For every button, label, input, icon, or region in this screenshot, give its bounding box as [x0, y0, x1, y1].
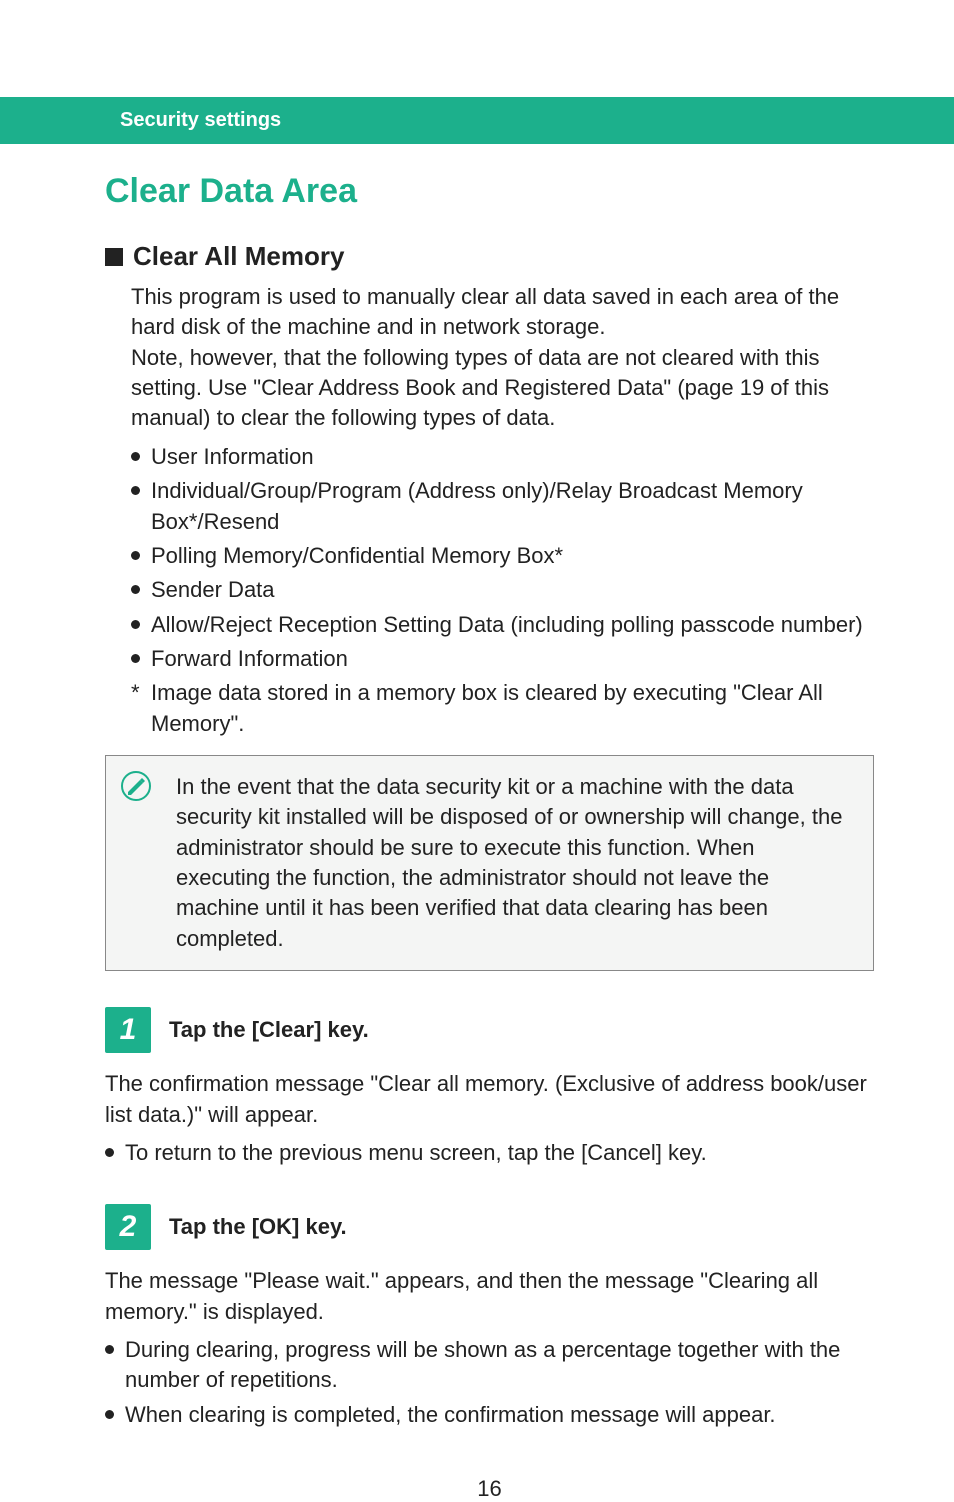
header-label: Security settings	[120, 109, 281, 131]
list-item: During clearing, progress will be shown …	[105, 1335, 874, 1396]
note-box: In the event that the data security kit …	[105, 755, 874, 971]
top-margin	[0, 0, 954, 97]
step-bullet-list: During clearing, progress will be shown …	[105, 1335, 874, 1430]
step-body: The confirmation message "Clear all memo…	[105, 1069, 874, 1130]
intro-paragraph: This program is used to manually clear a…	[131, 282, 874, 434]
list-item: Forward Information	[131, 644, 874, 674]
header-band: Security settings	[0, 97, 954, 144]
step-header: 2 Tap the [OK] key.	[105, 1204, 874, 1250]
list-item: User Information	[131, 442, 874, 472]
step-bullet-list: To return to the previous menu screen, t…	[105, 1138, 874, 1168]
list-item: Sender Data	[131, 575, 874, 605]
page-number: 16	[105, 1476, 874, 1502]
subheading: Clear All Memory	[105, 241, 874, 272]
square-bullet-icon	[105, 248, 123, 266]
footnote-marker: *	[131, 678, 140, 708]
subheading-text: Clear All Memory	[133, 241, 344, 271]
list-item: Allow/Reject Reception Setting Data (inc…	[131, 610, 874, 640]
list-item: To return to the previous menu screen, t…	[105, 1138, 874, 1168]
step-title: Tap the [OK] key.	[169, 1214, 347, 1240]
list-item: Individual/Group/Program (Address only)/…	[131, 476, 874, 537]
content-area: Clear Data Area Clear All Memory This pr…	[0, 172, 954, 1502]
footnote-text: Image data stored in a memory box is cle…	[151, 680, 823, 735]
step-number-badge: 2	[105, 1204, 151, 1250]
step-body: The message "Please wait." appears, and …	[105, 1266, 874, 1327]
step-number-badge: 1	[105, 1007, 151, 1053]
note-text: In the event that the data security kit …	[176, 772, 853, 954]
footnote: * Image data stored in a memory box is c…	[131, 678, 874, 739]
step-header: 1 Tap the [Clear] key.	[105, 1007, 874, 1053]
list-item: When clearing is completed, the confirma…	[105, 1400, 874, 1430]
page-title: Clear Data Area	[105, 172, 874, 211]
data-type-list: User Information Individual/Group/Progra…	[131, 442, 874, 675]
page: Security settings Clear Data Area Clear …	[0, 0, 954, 1502]
step-title: Tap the [Clear] key.	[169, 1017, 369, 1043]
list-item: Polling Memory/Confidential Memory Box*	[131, 541, 874, 571]
pencil-note-icon	[120, 770, 152, 807]
